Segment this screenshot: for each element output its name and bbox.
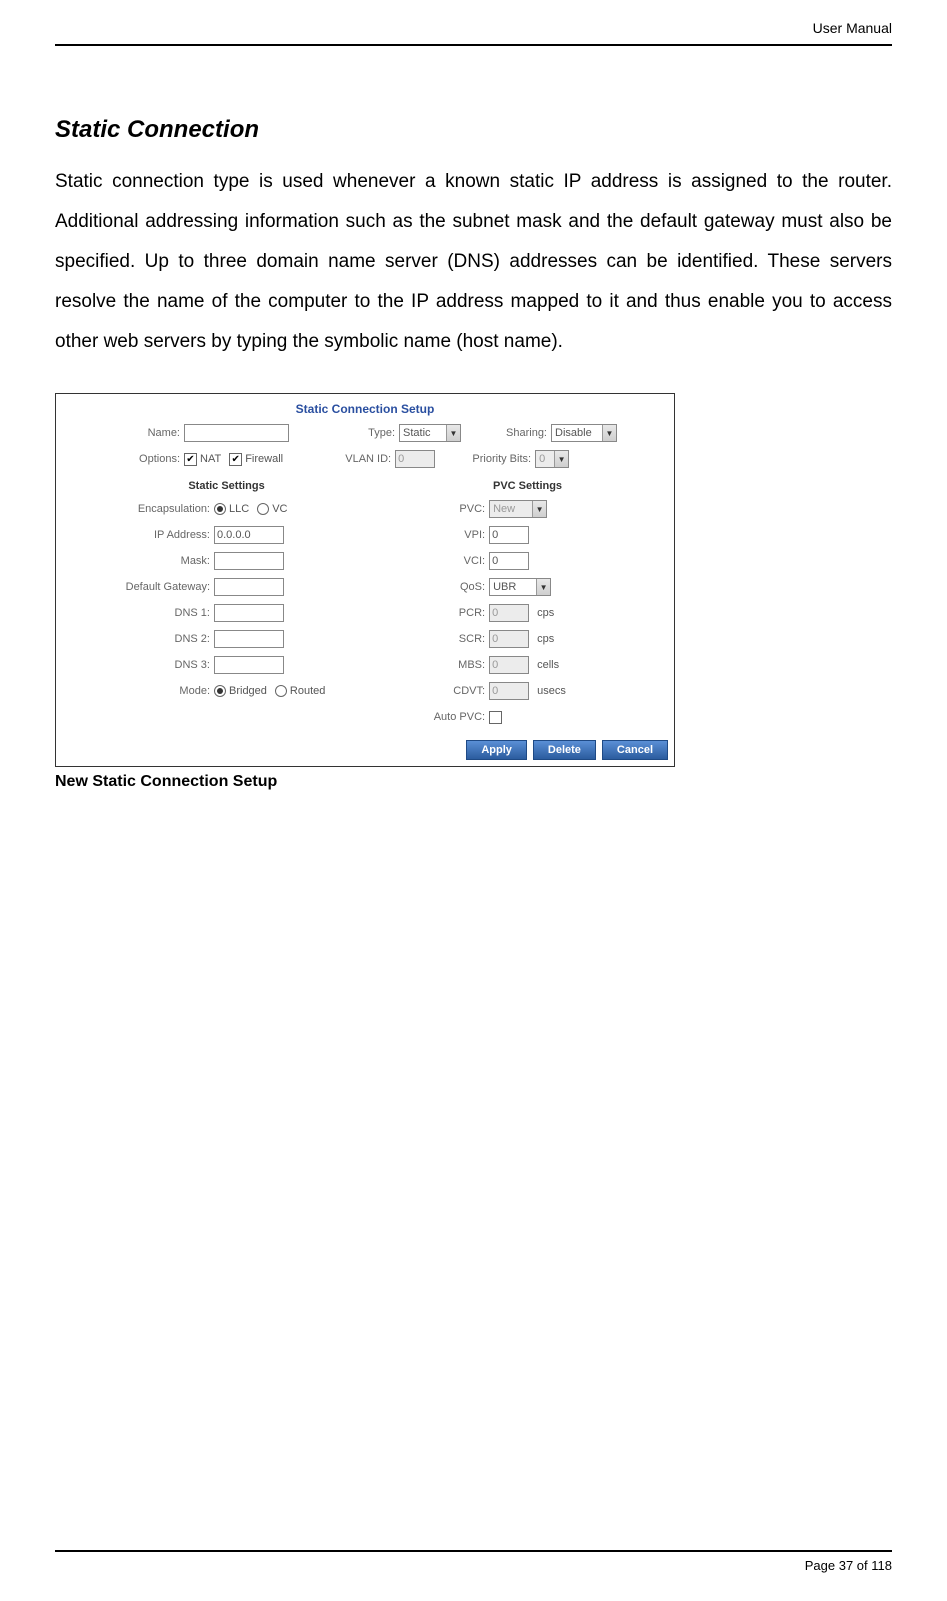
- top-rule: [55, 44, 892, 46]
- qos-value: UBR: [493, 581, 516, 593]
- mask-input[interactable]: [214, 552, 284, 570]
- type-label: Type:: [289, 427, 399, 439]
- gateway-input[interactable]: [214, 578, 284, 596]
- ip-input[interactable]: 0.0.0.0: [214, 526, 284, 544]
- autopvc-label: Auto PVC:: [389, 711, 489, 723]
- vpi-label: VPI:: [389, 529, 489, 541]
- qos-select[interactable]: UBR ▼: [489, 578, 551, 596]
- static-settings-title: Static Settings: [64, 476, 389, 496]
- chevron-down-icon: ▼: [554, 451, 568, 467]
- dns2-label: DNS 2:: [64, 633, 214, 645]
- dns1-input[interactable]: [214, 604, 284, 622]
- vci-input[interactable]: 0: [489, 552, 529, 570]
- dns1-label: DNS 1:: [64, 607, 214, 619]
- delete-button[interactable]: Delete: [533, 740, 596, 760]
- pcr-input[interactable]: 0: [489, 604, 529, 622]
- cdvt-unit: usecs: [537, 685, 566, 697]
- chevron-down-icon: ▼: [532, 501, 546, 517]
- sharing-value: Disable: [555, 427, 592, 439]
- static-connection-screenshot: Static Connection Setup Name: Type: Stat…: [55, 393, 675, 767]
- dns3-input[interactable]: [214, 656, 284, 674]
- cdvt-input[interactable]: 0: [489, 682, 529, 700]
- nat-label: NAT: [200, 453, 221, 465]
- encap-label: Encapsulation:: [64, 503, 214, 515]
- type-value: Static: [403, 427, 431, 439]
- sharing-label: Sharing:: [461, 427, 551, 439]
- pvc-label: PVC:: [389, 503, 489, 515]
- mode-bridged-radio[interactable]: [214, 685, 226, 697]
- cdvt-label: CDVT:: [389, 685, 489, 697]
- encap-llc-radio[interactable]: [214, 503, 226, 515]
- mbs-label: MBS:: [389, 659, 489, 671]
- encap-vc-label: VC: [272, 503, 287, 515]
- type-select[interactable]: Static ▼: [399, 424, 461, 442]
- nat-checkbox[interactable]: ✔: [184, 453, 197, 466]
- priority-select[interactable]: 0 ▼: [535, 450, 569, 468]
- screenshot-title: Static Connection Setup: [56, 394, 674, 420]
- ip-label: IP Address:: [64, 529, 214, 541]
- header-label: User Manual: [55, 20, 892, 36]
- chevron-down-icon: ▼: [536, 579, 550, 595]
- mbs-unit: cells: [537, 659, 559, 671]
- scr-input[interactable]: 0: [489, 630, 529, 648]
- mode-bridged-label: Bridged: [229, 685, 267, 697]
- mode-routed-label: Routed: [290, 685, 325, 697]
- vci-label: VCI:: [389, 555, 489, 567]
- pcr-unit: cps: [537, 607, 554, 619]
- autopvc-checkbox[interactable]: [489, 711, 502, 724]
- dns2-input[interactable]: [214, 630, 284, 648]
- dns3-label: DNS 3:: [64, 659, 214, 671]
- gateway-label: Default Gateway:: [64, 581, 214, 593]
- chevron-down-icon: ▼: [602, 425, 616, 441]
- firewall-checkbox[interactable]: ✔: [229, 453, 242, 466]
- mbs-input[interactable]: 0: [489, 656, 529, 674]
- section-paragraph: Static connection type is used whenever …: [55, 162, 892, 361]
- mode-label: Mode:: [64, 685, 214, 697]
- mask-label: Mask:: [64, 555, 214, 567]
- apply-button[interactable]: Apply: [466, 740, 527, 760]
- firewall-label: Firewall: [245, 453, 283, 465]
- priority-value: 0: [539, 453, 545, 465]
- pvc-select[interactable]: New ▼: [489, 500, 547, 518]
- pvc-settings-title: PVC Settings: [389, 476, 666, 496]
- mode-routed-radio[interactable]: [275, 685, 287, 697]
- encap-llc-label: LLC: [229, 503, 249, 515]
- qos-label: QoS:: [389, 581, 489, 593]
- options-label: Options:: [64, 453, 184, 465]
- scr-label: SCR:: [389, 633, 489, 645]
- page-number: Page 37 of 118: [55, 1558, 892, 1573]
- chevron-down-icon: ▼: [446, 425, 460, 441]
- section-title: Static Connection: [55, 116, 892, 144]
- vlan-label: VLAN ID:: [283, 453, 395, 465]
- name-input[interactable]: [184, 424, 289, 442]
- priority-label: Priority Bits:: [435, 453, 535, 465]
- vpi-input[interactable]: 0: [489, 526, 529, 544]
- encap-vc-radio[interactable]: [257, 503, 269, 515]
- bottom-rule: [55, 1550, 892, 1552]
- sharing-select[interactable]: Disable ▼: [551, 424, 617, 442]
- cancel-button[interactable]: Cancel: [602, 740, 668, 760]
- name-label: Name:: [64, 427, 184, 439]
- scr-unit: cps: [537, 633, 554, 645]
- screenshot-caption: New Static Connection Setup: [55, 773, 892, 791]
- vlan-input[interactable]: 0: [395, 450, 435, 468]
- pcr-label: PCR:: [389, 607, 489, 619]
- pvc-value: New: [493, 503, 515, 515]
